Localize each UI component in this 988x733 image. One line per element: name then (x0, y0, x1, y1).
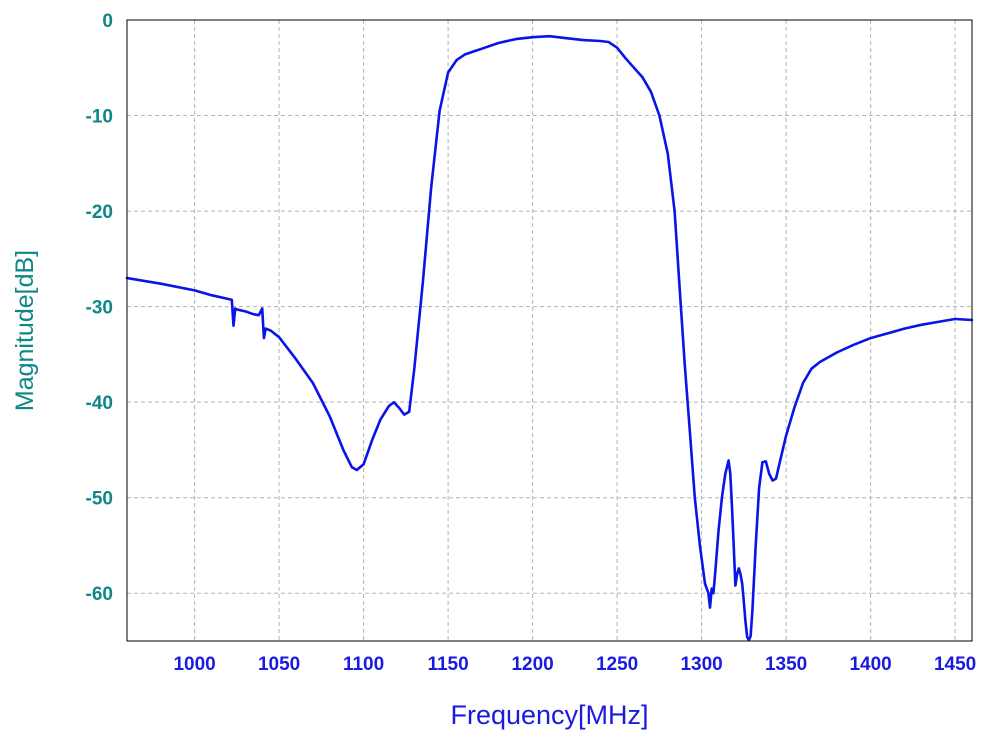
x-tick-labels: 1000 1050 1100 1150 1200 1250 1300 1350 1400 1450 (173, 654, 976, 675)
y-axis-label: Magnitude[dB] (11, 250, 39, 411)
series-magnitude-line (125, 34, 974, 642)
y-tick-label: -60 (86, 584, 113, 605)
x-tick-label: 1400 (849, 654, 891, 675)
x-tick-label: 1250 (596, 654, 638, 675)
grid-layer (127, 20, 972, 641)
y-tick-labels: 0 -10 -20 -30 -40 -50 -60 (86, 11, 113, 605)
x-tick-label: 1100 (343, 654, 384, 675)
x-tick-label: 1050 (258, 654, 300, 675)
x-tick-label: 1000 (173, 654, 215, 675)
y-tick-label: -40 (86, 393, 113, 414)
y-tick-label: -50 (86, 489, 113, 510)
x-tick-label: 1200 (511, 654, 553, 675)
x-axis-label: Frequency[MHz] (450, 700, 648, 730)
x-tick-label: 1350 (765, 654, 807, 675)
x-tick-label: 1150 (427, 654, 468, 675)
y-tick-label: -20 (86, 202, 113, 223)
y-tick-label: 0 (102, 11, 113, 32)
plot-frame (126, 19, 973, 642)
y-tick-label: -30 (86, 298, 113, 319)
x-tick-label: 1300 (680, 654, 722, 675)
x-tick-label: 1450 (934, 654, 976, 675)
y-tick-label: -10 (86, 107, 113, 128)
